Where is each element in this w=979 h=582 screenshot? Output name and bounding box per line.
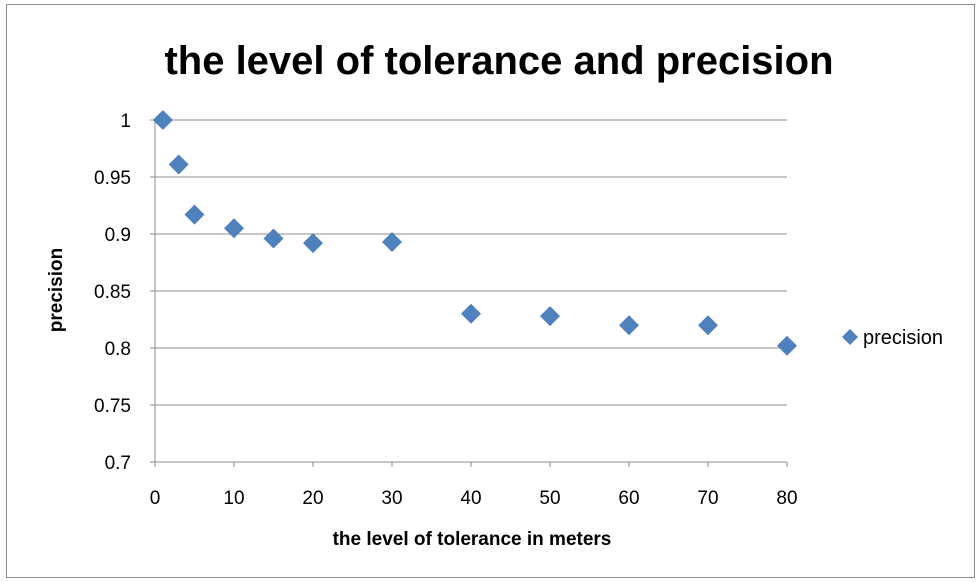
x-tick-label: 0 <box>150 488 161 509</box>
x-tick-label: 10 <box>223 488 244 509</box>
data-point <box>777 335 797 356</box>
data-point <box>382 231 402 252</box>
data-point <box>303 233 323 254</box>
y-tick-label: 0.8 <box>105 339 131 360</box>
data-points <box>152 110 797 356</box>
chart-area: the level of tolerance and precision 0.7… <box>6 4 975 578</box>
data-point <box>698 315 718 336</box>
y-tick-label: 0.95 <box>94 168 131 189</box>
y-tick-label: 1 <box>120 111 131 132</box>
x-tick-label: 60 <box>618 488 639 509</box>
data-point <box>540 306 560 327</box>
legend-marker-diamond <box>842 329 858 345</box>
data-point <box>263 228 284 249</box>
y-axis-ticks: 0.7 0.75 0.8 0.85 0.9 0.95 1 <box>94 111 155 474</box>
gridlines <box>155 119 787 406</box>
x-axis-ticks: 0 10 20 30 40 50 60 70 80 <box>150 462 798 509</box>
chart-title: the level of tolerance and precision <box>164 39 833 83</box>
y-tick-label: 0.75 <box>94 396 131 417</box>
x-tick-label: 20 <box>302 488 323 509</box>
data-point <box>619 315 639 336</box>
x-tick-label: 40 <box>460 488 481 509</box>
data-point <box>461 303 481 324</box>
y-axis-title: precision <box>46 248 67 332</box>
y-tick-label: 0.7 <box>105 453 131 474</box>
x-tick-label: 70 <box>697 488 718 509</box>
x-tick-label: 80 <box>776 488 797 509</box>
data-point <box>224 218 244 239</box>
scatter-chart: the level of tolerance and precision 0.7… <box>46 39 943 550</box>
x-axis-title: the level of tolerance in meters <box>333 529 612 550</box>
x-tick-label: 50 <box>539 488 560 509</box>
data-point <box>152 110 173 130</box>
data-point <box>184 204 205 225</box>
y-tick-label: 0.85 <box>94 282 131 303</box>
data-point <box>168 154 189 175</box>
x-tick-label: 30 <box>381 488 402 509</box>
legend: precision <box>842 327 943 349</box>
y-tick-label: 0.9 <box>105 225 131 246</box>
legend-label: precision <box>863 327 943 349</box>
